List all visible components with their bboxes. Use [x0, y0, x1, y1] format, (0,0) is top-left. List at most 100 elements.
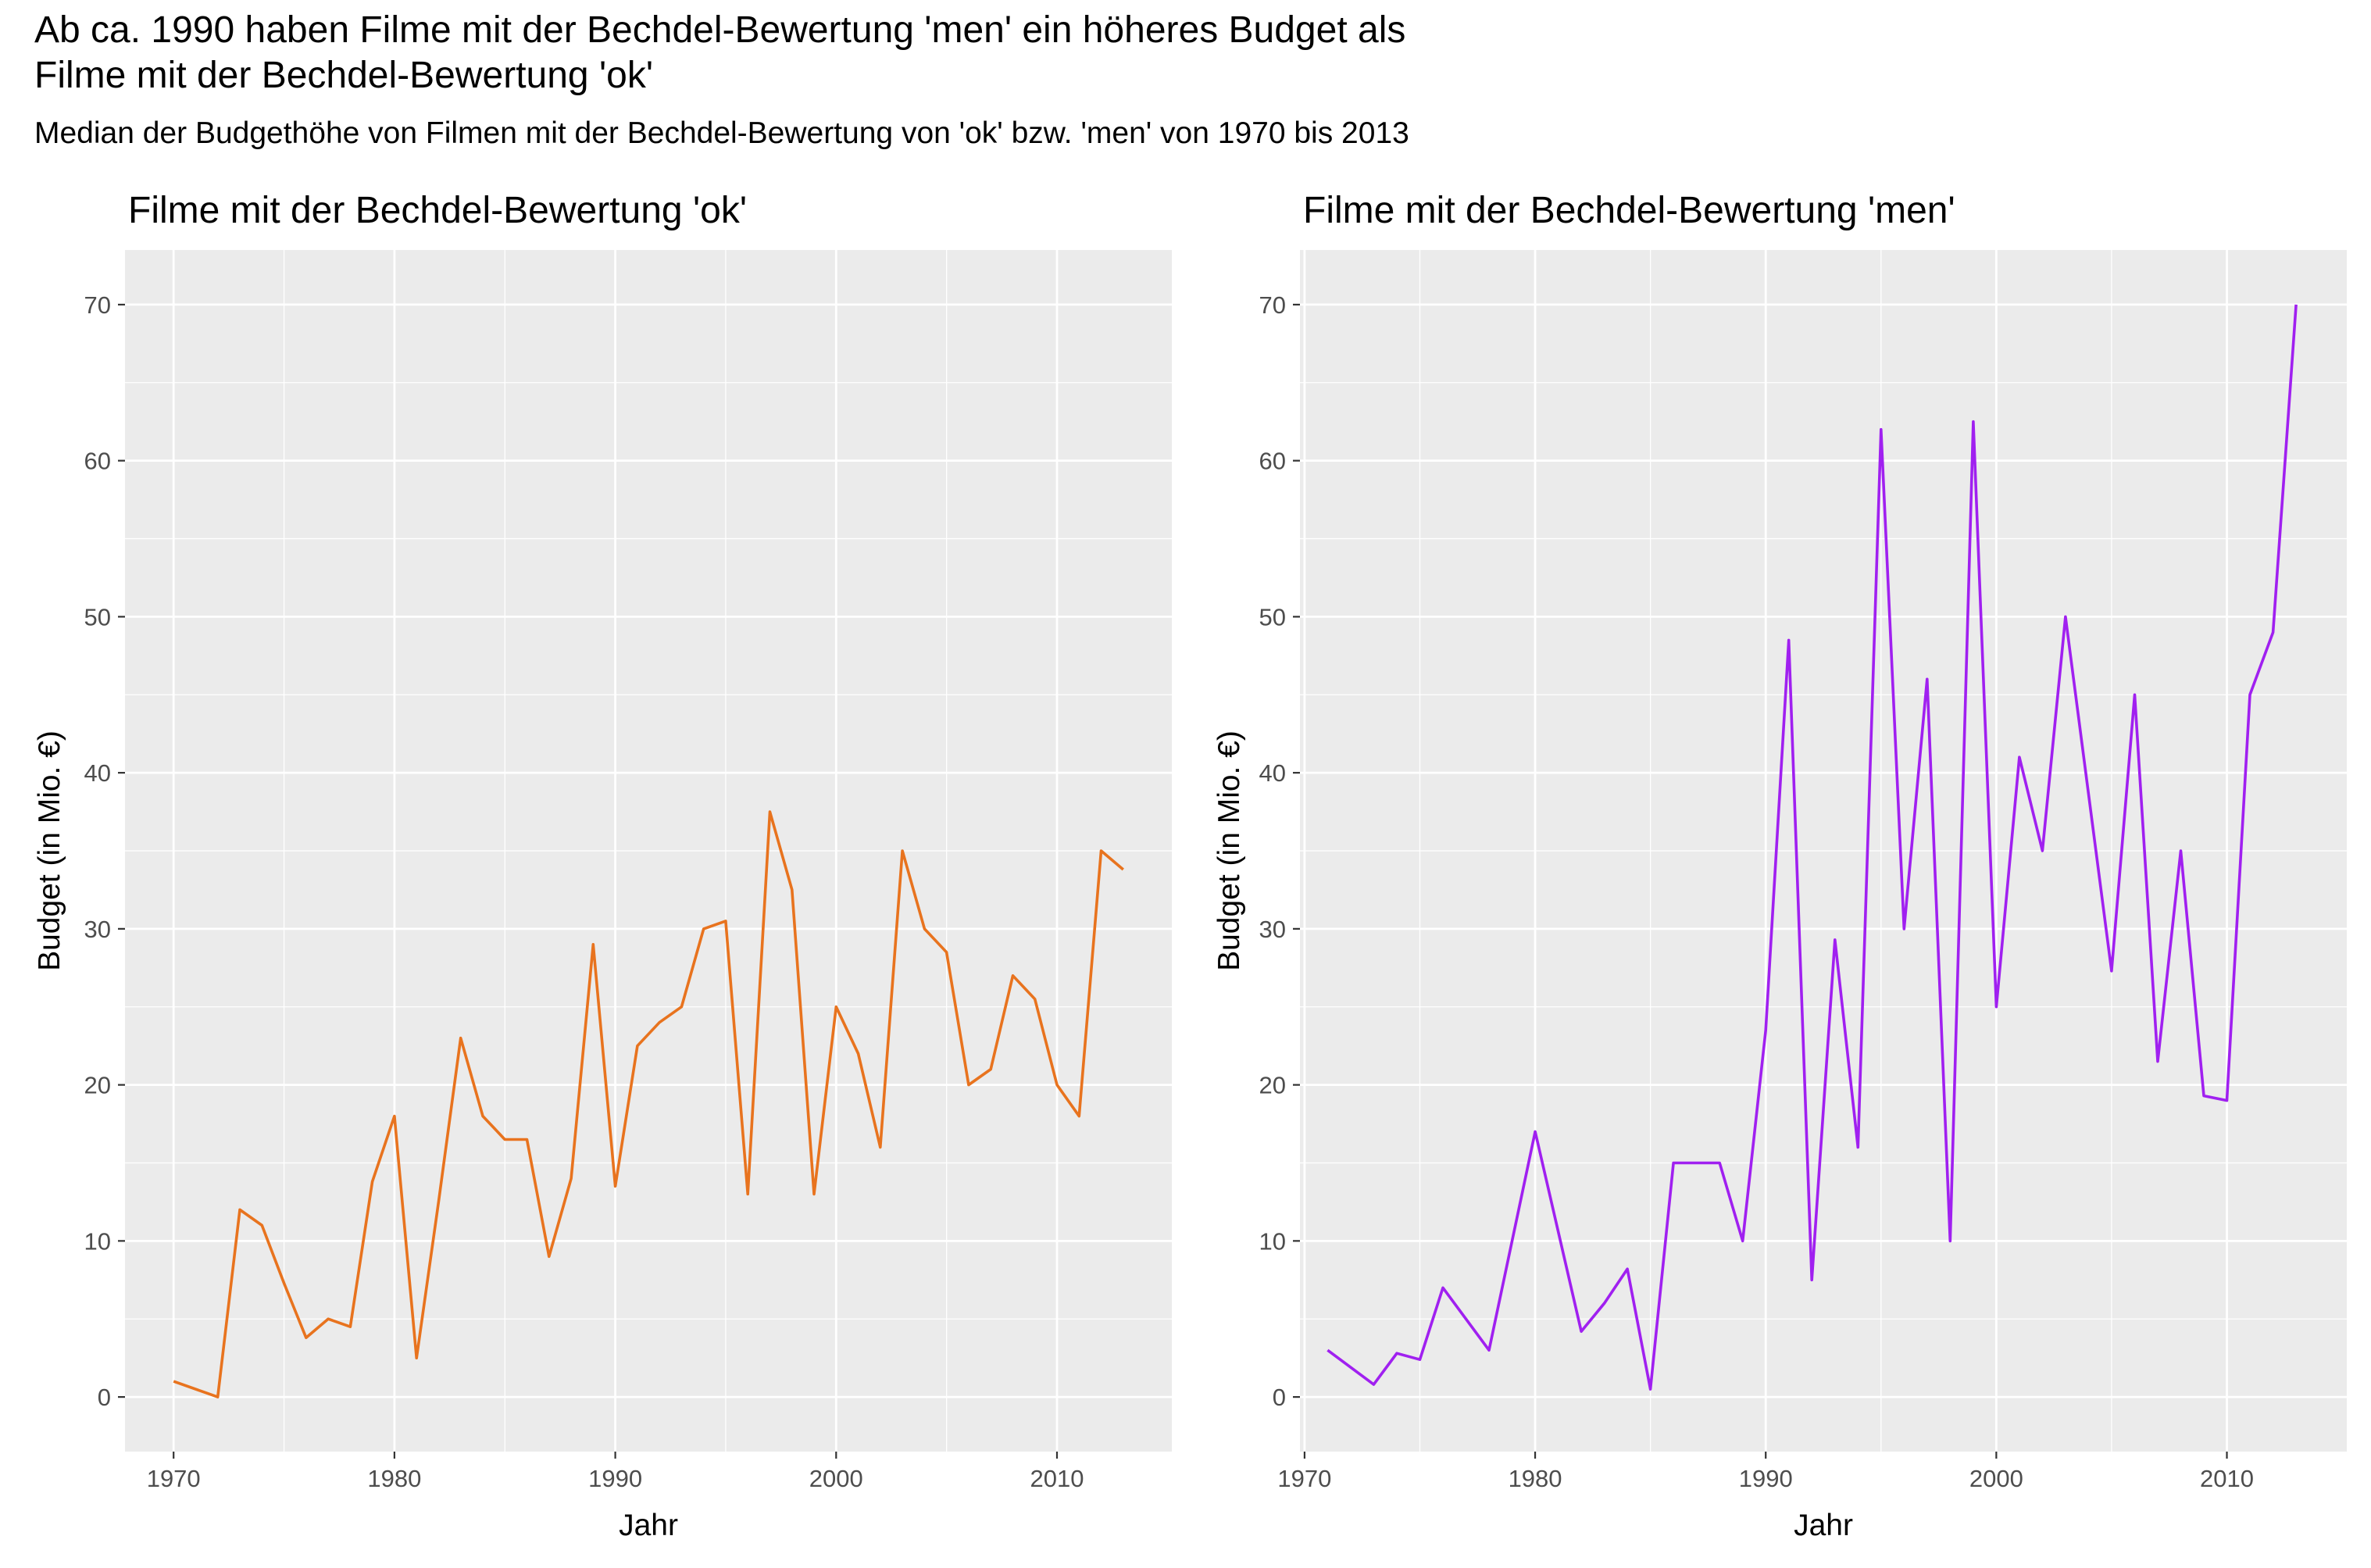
x-tick-label: 2000	[1969, 1465, 2023, 1492]
data-point-men	[1394, 1351, 1399, 1355]
y-tick-label: 40	[1259, 759, 1286, 787]
data-point-men	[2040, 848, 2044, 853]
data-point-men	[1579, 1329, 1584, 1334]
y-tick-label: 0	[1273, 1384, 1286, 1411]
data-point-men	[1994, 1005, 1998, 1009]
data-point-men	[1901, 927, 1906, 931]
data-point-men	[1971, 420, 1976, 424]
data-point-men	[1671, 1160, 1676, 1165]
data-point-ok	[878, 1145, 883, 1150]
y-tick-label: 20	[84, 1072, 111, 1099]
y-tick-label: 20	[1259, 1072, 1286, 1099]
data-point-men	[2063, 614, 2068, 619]
data-point-ok	[900, 848, 905, 853]
data-point-men	[1948, 1238, 1952, 1243]
y-tick-label: 70	[84, 291, 111, 319]
x-axis-title-men: Jahr	[1794, 1509, 1853, 1542]
data-point-ok	[767, 809, 772, 814]
y-tick-label: 60	[1259, 448, 1286, 475]
x-tick-label: 1990	[588, 1465, 642, 1492]
y-tick-label: 70	[1259, 291, 1286, 319]
data-point-ok	[569, 1176, 573, 1180]
data-point-men	[1533, 1130, 1537, 1134]
data-point-ok	[834, 1005, 838, 1009]
data-point-men	[2132, 692, 2137, 697]
data-point-men	[1787, 638, 1791, 642]
data-point-men	[1809, 1277, 1814, 1282]
data-point-ok	[259, 1223, 264, 1227]
data-line-ok	[173, 810, 1124, 1398]
data-point-men	[1487, 1348, 1491, 1352]
data-point-ok	[436, 1199, 441, 1204]
x-tick-label: 1970	[1277, 1465, 1331, 1492]
data-point-ok	[745, 1191, 750, 1196]
data-point-men	[2294, 302, 2298, 307]
data-point-ok	[525, 1138, 530, 1142]
data-point-ok	[988, 1067, 993, 1072]
main-subtitle: Median der Budgethöhe von Filmen mit der…	[34, 116, 1409, 150]
data-point-ok	[547, 1254, 552, 1259]
data-point-ok	[414, 1355, 419, 1360]
data-point-men	[1741, 1238, 1745, 1243]
data-point-ok	[966, 1083, 971, 1088]
data-point-men	[1371, 1382, 1376, 1387]
data-point-men	[2248, 692, 2252, 697]
data-point-men	[1879, 427, 1884, 432]
x-tick-label: 1980	[1509, 1465, 1562, 1492]
y-tick-label: 50	[84, 603, 111, 630]
data-point-ok	[657, 1020, 662, 1025]
data-point-men	[1602, 1301, 1607, 1305]
data-line-men	[1327, 304, 2298, 1391]
data-point-ok	[944, 950, 949, 955]
data-point-men	[2109, 969, 2114, 973]
x-tick-label: 1970	[147, 1465, 201, 1492]
y-tick-label: 40	[84, 759, 111, 787]
data-point-ok	[459, 1036, 463, 1041]
y-tick-label: 0	[98, 1384, 111, 1411]
x-axis-title-ok: Jahr	[619, 1509, 678, 1542]
data-point-men	[1694, 1160, 1699, 1165]
data-point-ok	[326, 1316, 330, 1321]
data-point-men	[2017, 755, 2022, 759]
data-point-men	[2155, 1059, 2160, 1064]
y-tick-label: 30	[84, 916, 111, 943]
data-point-ok	[282, 1280, 287, 1285]
data-point-ok	[702, 927, 706, 931]
x-tick-label: 2000	[809, 1465, 863, 1492]
x-tick-label: 1990	[1739, 1465, 1793, 1492]
data-point-men	[2201, 1094, 2206, 1098]
data-point-ok	[1033, 997, 1037, 1002]
data-point-ok	[812, 1191, 816, 1196]
data-point-ok	[723, 919, 728, 923]
y-tick-label: 30	[1259, 916, 1286, 943]
data-point-men	[1763, 1028, 1768, 1033]
panel-title-ok: Filme mit der Bechdel-Bewertung 'ok'	[128, 190, 747, 231]
data-point-men	[1648, 1387, 1653, 1391]
data-point-ok	[216, 1395, 220, 1399]
data-point-ok	[304, 1335, 309, 1340]
data-point-ok	[1077, 1114, 1081, 1119]
data-point-ok	[922, 927, 927, 931]
data-point-ok	[856, 1052, 861, 1056]
y-axis-title-men: Budget (in Mio. €)	[1212, 730, 1246, 971]
data-point-men	[1855, 1145, 1860, 1150]
data-point-ok	[1010, 973, 1015, 978]
data-point-men	[1833, 938, 1837, 942]
data-point-ok	[171, 1379, 176, 1384]
data-point-men	[2271, 630, 2276, 634]
data-point-ok	[635, 1044, 640, 1048]
data-point-ok	[348, 1324, 352, 1329]
y-tick-label: 10	[84, 1227, 111, 1255]
data-point-ok	[1099, 848, 1104, 853]
data-point-men	[1441, 1285, 1445, 1290]
main-title: Ab ca. 1990 haben Filme mit der Bechdel-…	[34, 8, 1405, 98]
data-point-men	[1625, 1266, 1630, 1271]
y-tick-label: 50	[1259, 603, 1286, 630]
data-point-ok	[1121, 867, 1126, 872]
data-point-men	[2178, 848, 2183, 853]
data-point-ok	[392, 1114, 397, 1119]
chart-panel-ok: Filme mit der Bechdel-Bewertung 'ok' 0 10…	[0, 180, 1172, 1568]
data-point-ok	[591, 942, 595, 947]
data-point-ok	[502, 1138, 507, 1142]
